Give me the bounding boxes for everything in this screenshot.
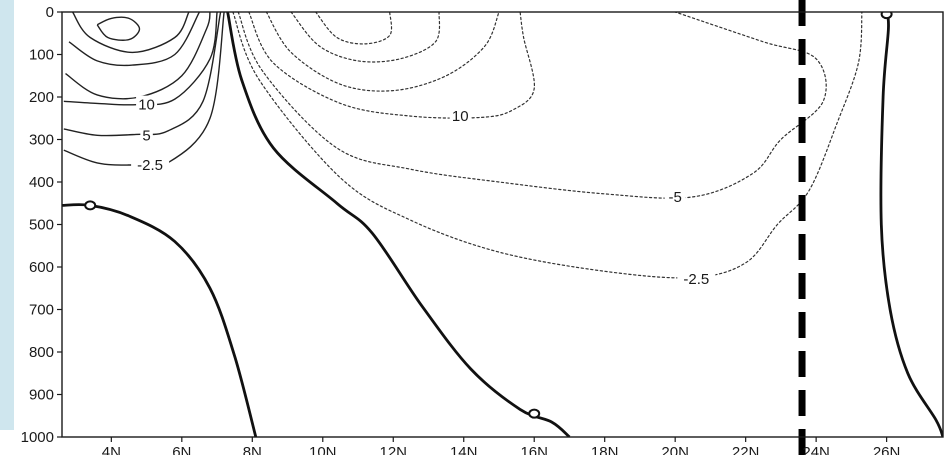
contour-label-backing [136, 95, 158, 112]
contour-line-positive [63, 12, 222, 137]
y-tick-label: 0 [46, 4, 54, 21]
y-tick-label: 100 [29, 47, 54, 64]
contour-label-backing [449, 107, 471, 124]
x-tick-label: 26N [873, 444, 901, 455]
left-edge-strip [0, 0, 14, 430]
y-tick-label: 400 [29, 174, 54, 191]
zero-marker [84, 200, 97, 211]
contour-label: 10 [452, 108, 469, 125]
x-tick-label: 16N [520, 444, 548, 455]
x-tick-label: 6N [172, 444, 191, 455]
contour-label-backing [664, 187, 686, 204]
contour-label-backing [677, 269, 716, 286]
x-tick-label: 10N [309, 444, 337, 455]
contour-line-negative [315, 12, 393, 45]
contour-line-negative [290, 12, 441, 63]
contour-line-positive [96, 16, 141, 41]
contour-line-negative [248, 12, 535, 119]
contour-label: -2.5 [137, 157, 163, 174]
contour-line-negative [232, 12, 863, 279]
contour-label: 10 [138, 97, 155, 114]
x-tick-label: 8N [243, 444, 262, 455]
contour-line-positive [68, 12, 201, 67]
y-tick-label: 300 [29, 132, 54, 149]
contour-line-zero [879, 12, 943, 437]
y-tick-label: 900 [29, 387, 54, 404]
x-tick-label: 22N [732, 444, 760, 455]
x-tick-label: 12N [379, 444, 407, 455]
x-tick-label: 4N [102, 444, 121, 455]
plot-area: 10 5 -2.5 10 -5 -2.5 [62, 12, 943, 437]
y-tick-label: 500 [29, 217, 54, 234]
x-tick-label: 18N [591, 444, 619, 455]
contour-label-backing [131, 156, 170, 172]
y-tick-label: 600 [29, 259, 54, 276]
y-tick-label: 1000 [21, 429, 54, 446]
zero-marker [880, 12, 893, 20]
contour-label: -2.5 [683, 271, 709, 288]
contour-line-positive [65, 12, 211, 100]
x-tick-label: 24N [802, 444, 830, 455]
y-tick-label: 700 [29, 302, 54, 319]
y-tick-label: 800 [29, 344, 54, 361]
contour-label-backing [140, 126, 153, 143]
x-tick-label: 14N [450, 444, 478, 455]
contour-label: 5 [142, 127, 150, 144]
contour-line-positive [72, 12, 190, 54]
contour-label: -5 [669, 189, 682, 206]
y-tick-label: 200 [29, 89, 54, 106]
x-tick-label: 20N [661, 444, 689, 455]
contour-line-negative [265, 12, 500, 92]
zero-marker [528, 408, 541, 419]
axes: 0 100 200 300 400 500 600 700 800 900 1000 4N 6N 8N 10… [21, 0, 944, 455]
